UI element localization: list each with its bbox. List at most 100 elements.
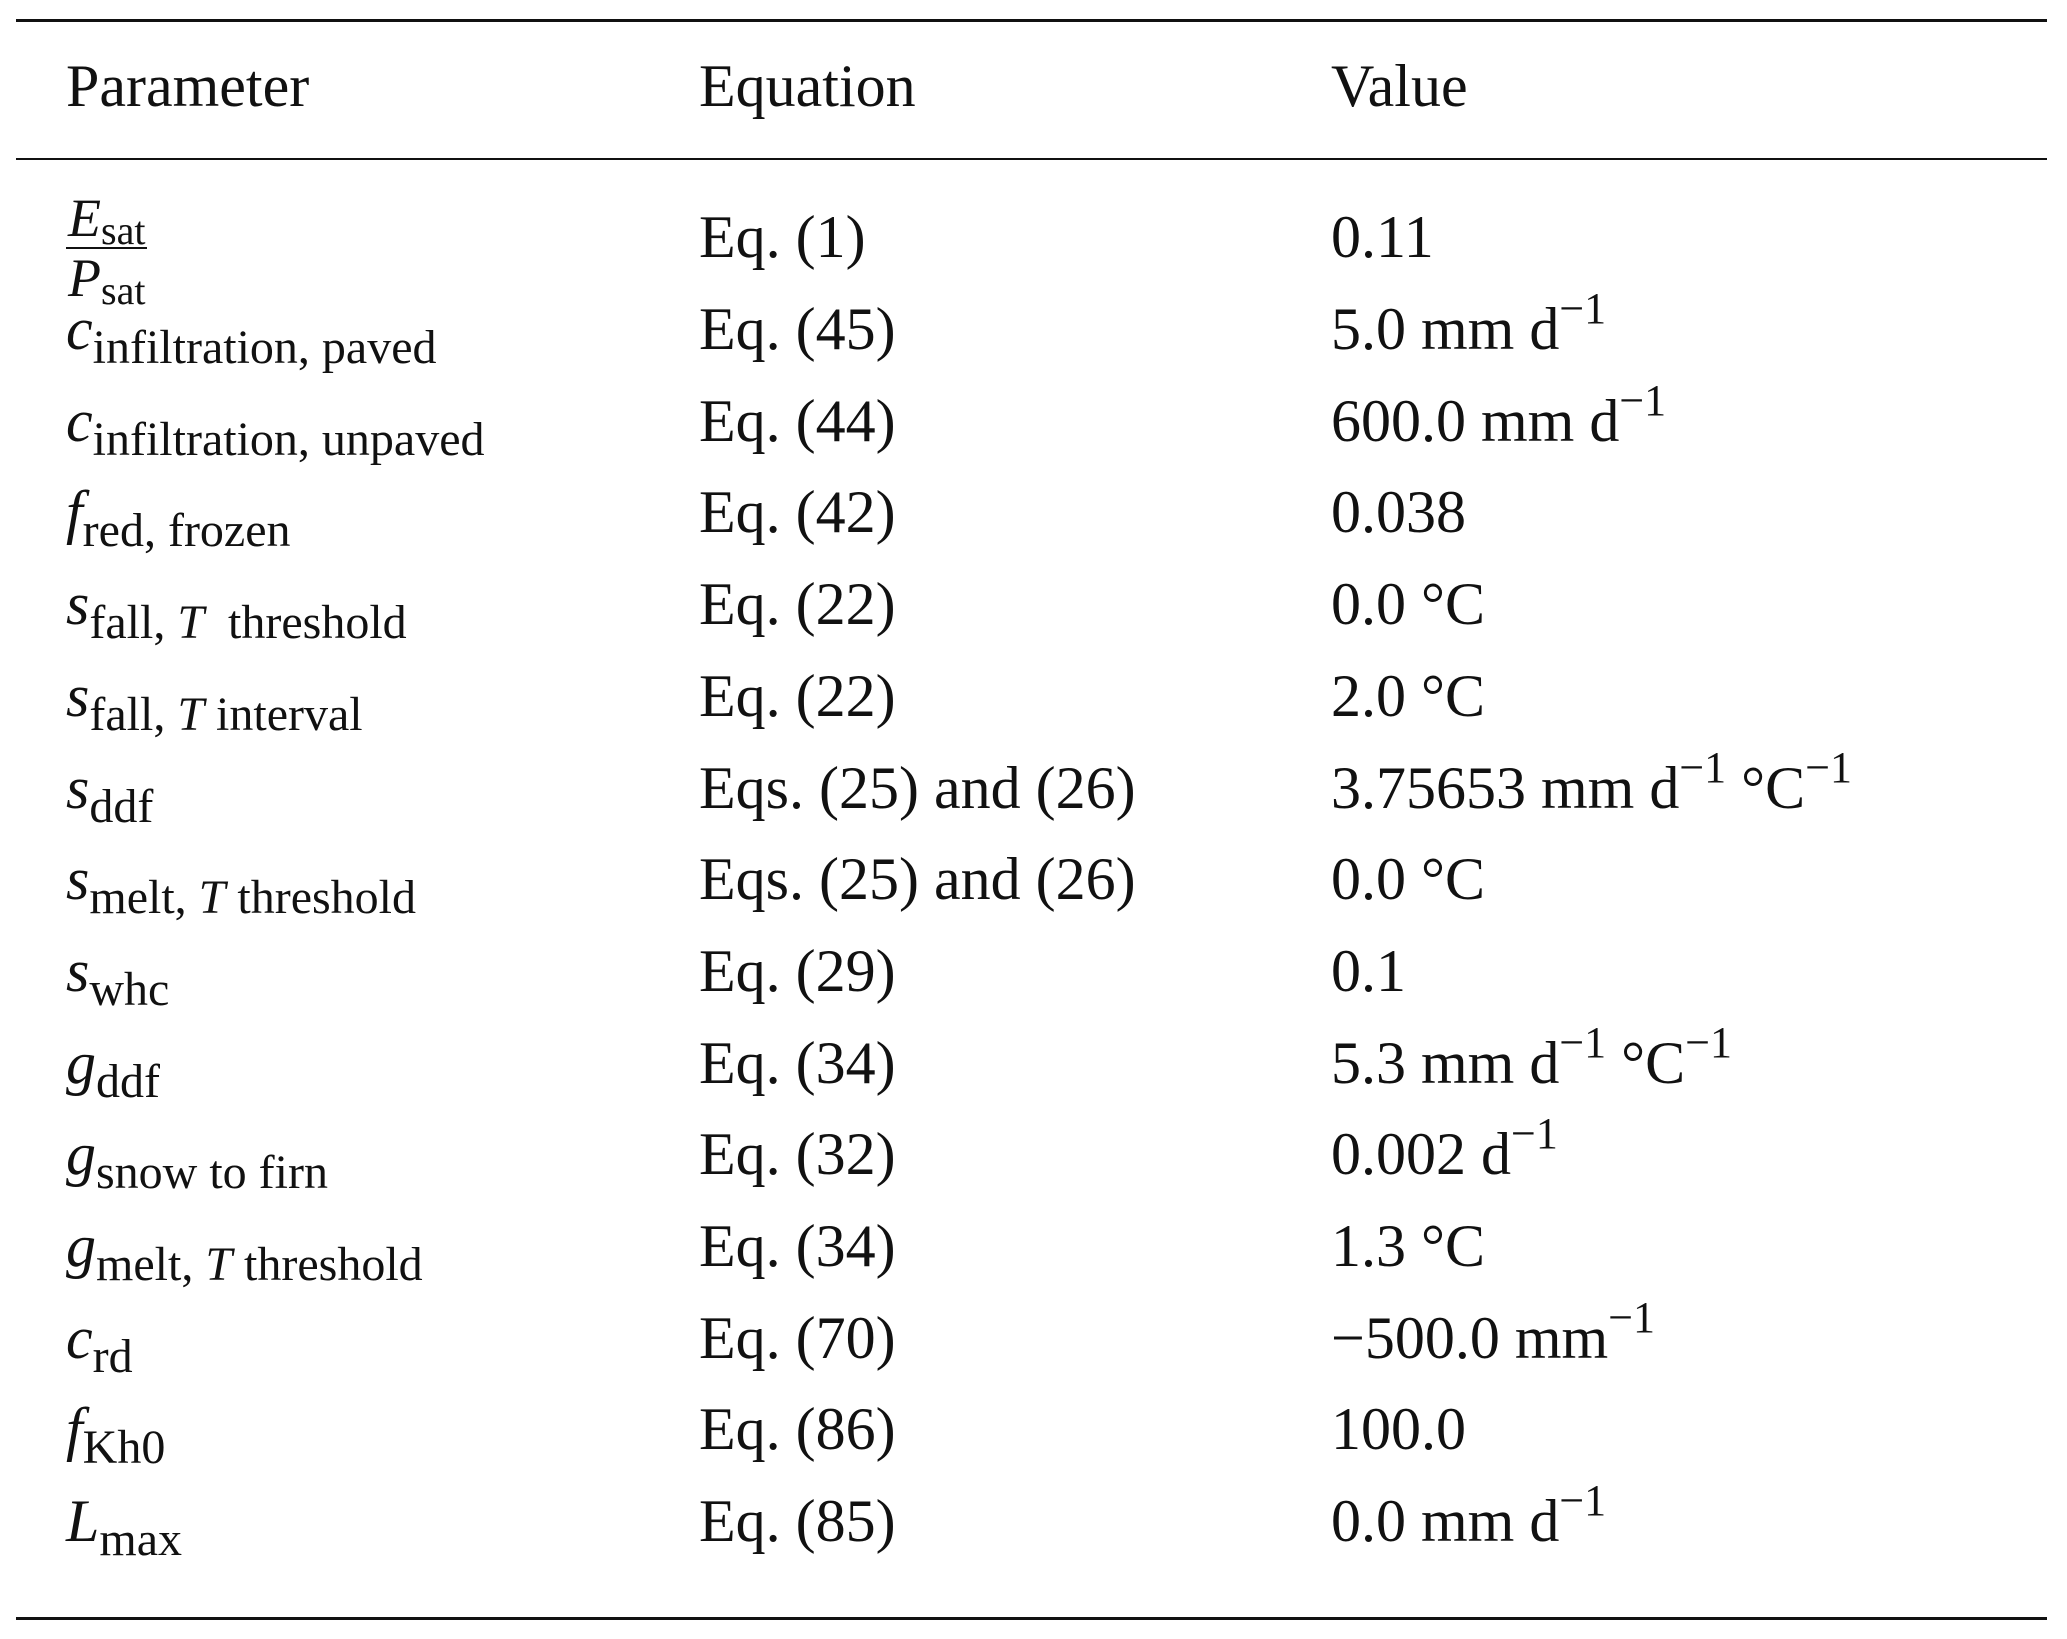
table-row: fKh0 Eq. (86) 100.0 <box>0 1383 2067 1475</box>
subscript: sat <box>101 268 146 313</box>
table-row: gddf Eq. (34) 5.3 mm d−1 °C−1 <box>0 1017 2067 1109</box>
subscript: fall, T interval <box>89 688 362 741</box>
header-equation: Equation <box>699 53 916 119</box>
value-text: −500.0 mm <box>1331 1304 1609 1371</box>
symbol: f <box>66 1396 83 1463</box>
subscript-text: threshold <box>232 1238 423 1291</box>
equation-cell: Eq. (34) <box>699 1029 896 1096</box>
subscript-italic: T <box>205 1238 233 1291</box>
subscript: sat <box>101 208 146 253</box>
subscript-text: melt, <box>89 871 199 925</box>
top-rule <box>16 19 2047 22</box>
subscript: rd <box>93 1330 133 1383</box>
table-row: cinfiltration, unpaved Eq. (44) 600.0 mm d… <box>0 375 2067 467</box>
subscript: fall, T threshold <box>89 596 406 649</box>
parameter-cell: gmelt, T threshold <box>66 1200 423 1292</box>
subscript-text: fall, <box>89 596 178 650</box>
equation-cell: Eq. (86) <box>699 1396 896 1463</box>
parameter-cell: swhc <box>66 925 169 1017</box>
subscript: red, frozen <box>83 504 291 557</box>
superscript: −1 <box>1685 1017 1733 1067</box>
value-cell: 3.75653 mm d−1 °C−1 <box>1331 742 1852 834</box>
table-row: swhc Eq. (29) 0.1 <box>0 925 2067 1017</box>
equation-cell: Eq. (32) <box>699 1121 896 1188</box>
subscript-text: Kh0 <box>82 1421 166 1475</box>
subscript: infiltration, paved <box>93 321 437 374</box>
symbol: E <box>68 188 101 248</box>
value-text: 0.038 <box>1331 479 1466 546</box>
parameter-cell: sfall, T interval <box>66 650 363 742</box>
value-text: 2.0 °C <box>1331 662 1486 729</box>
value-cell: −500.0 mm−1 <box>1331 1292 1655 1384</box>
parameter-cell: gsnow to firn <box>66 1108 328 1200</box>
subscript: ddf <box>96 1055 160 1108</box>
subscript: melt, T threshold <box>96 1238 423 1291</box>
equation-cell: Eq. (29) <box>699 937 896 1004</box>
value-cell: 0.11 <box>1331 191 1434 283</box>
symbol: L <box>66 1488 100 1555</box>
subscript-text: melt, <box>96 1238 206 1291</box>
parameter-cell: crd <box>66 1292 133 1384</box>
symbol: s <box>66 937 90 1004</box>
symbol: g <box>66 1213 96 1279</box>
superscript: −1 <box>1608 1292 1656 1342</box>
value-text: 5.3 mm d <box>1331 1029 1560 1096</box>
superscript: −1 <box>1679 742 1727 792</box>
value-text: 1.3 °C <box>1331 1213 1486 1279</box>
subscript-text: red, frozen <box>82 504 291 558</box>
table-row: cinfiltration, paved Eq. (45) 5.0 mm d−1 <box>0 283 2067 375</box>
parameter-cell: Esat Psat <box>66 191 148 311</box>
parameter-cell: fred, frozen <box>66 466 291 558</box>
equation-cell: Eq. (85) <box>699 1488 896 1555</box>
value-text: °C <box>1606 1029 1686 1096</box>
subscript: whc <box>89 963 169 1016</box>
equation-cell: Eqs. (25) and (26) <box>699 846 1136 913</box>
table-row: sfall, T threshold Eq. (22) 0.0 °C <box>0 558 2067 650</box>
header-value: Value <box>1331 53 1468 119</box>
bottom-rule <box>16 1617 2047 1620</box>
value-text: 3.75653 mm d <box>1331 754 1680 821</box>
symbol: g <box>66 1121 96 1188</box>
subscript-text: max <box>99 1513 183 1567</box>
value-cell: 2.0 °C <box>1331 650 1485 742</box>
symbol: P <box>68 248 101 308</box>
subscript-text: threshold <box>225 871 417 925</box>
value-cell: 0.0 °C <box>1331 558 1485 650</box>
symbol: s <box>66 754 90 821</box>
table-row: Esat Psat Eq. (1) 0.11 <box>0 191 2067 311</box>
header-parameter: Parameter <box>66 53 310 119</box>
equation-cell: Eq. (1) <box>699 204 866 270</box>
subscript-text: threshold <box>204 596 407 650</box>
parameter-cell: sddf <box>66 742 153 834</box>
subscript-italic: T <box>198 871 226 925</box>
table-row: smelt, T threshold Eqs. (25) and (26) 0.0 … <box>0 833 2067 925</box>
subscript-text: rd <box>92 1329 133 1383</box>
symbol: c <box>66 387 93 454</box>
table-row: fred, frozen Eq. (42) 0.038 <box>0 466 2067 558</box>
subscript-text: snow to firn <box>96 1146 328 1200</box>
parameter-cell: cinfiltration, paved <box>66 283 437 375</box>
value-text: °C <box>1726 754 1806 821</box>
superscript: −1 <box>1559 1017 1607 1067</box>
subscript-text: fall, <box>89 687 178 741</box>
parameter-cell: Lmax <box>66 1475 182 1567</box>
value-cell: 5.0 mm d−1 <box>1331 283 1606 375</box>
fraction: Esat Psat <box>66 188 148 311</box>
subscript-text: interval <box>204 687 363 741</box>
symbol: c <box>66 1304 93 1371</box>
value-text: 0.002 d <box>1331 1121 1511 1188</box>
equation-cell: Eq. (44) <box>699 387 896 454</box>
value-cell: 0.038 <box>1331 466 1466 558</box>
subscript-text: ddf <box>89 779 154 833</box>
value-text: 0.0 °C <box>1331 846 1486 913</box>
symbol: s <box>66 571 90 638</box>
value-cell: 0.0 °C <box>1331 833 1485 925</box>
table-row: Lmax Eq. (85) 0.0 mm d−1 <box>0 1475 2067 1567</box>
table-row: gmelt, T threshold Eq. (34) 1.3 °C <box>0 1200 2067 1292</box>
table-row: crd Eq. (70) −500.0 mm−1 <box>0 1292 2067 1384</box>
symbol: g <box>66 1029 96 1096</box>
subscript: infiltration, unpaved <box>93 413 485 466</box>
subscript: max <box>99 1513 182 1566</box>
parameter-cell: sfall, T threshold <box>66 558 407 650</box>
parameter-cell: smelt, T threshold <box>66 833 416 925</box>
